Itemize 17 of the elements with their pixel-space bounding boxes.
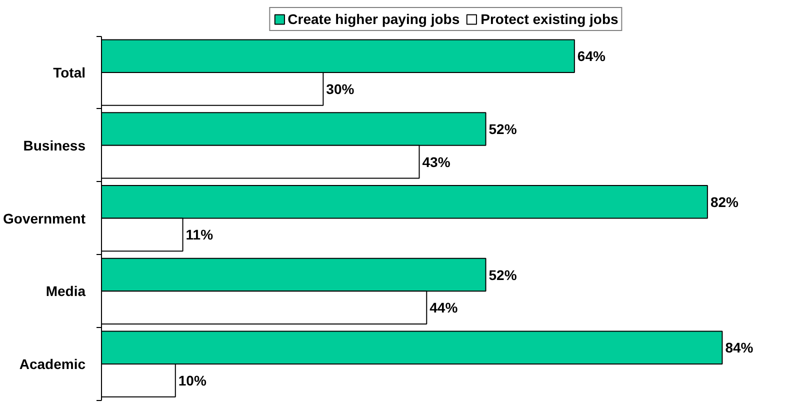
data-label: 52%: [488, 266, 518, 283]
y-tick-label: Media: [46, 283, 86, 300]
data-label: 43%: [422, 154, 451, 170]
data-label: 84%: [725, 340, 754, 356]
data-label: 52%: [488, 121, 518, 138]
y-tick-label: Total: [53, 64, 86, 81]
y-tick-label: Business: [23, 137, 86, 154]
legend-label: Create higher paying jobs: [288, 11, 460, 27]
data-label: 10%: [178, 372, 207, 388]
data-label: 64%: [577, 48, 606, 64]
data-label: 82%: [710, 194, 740, 210]
data-label: 30%: [326, 80, 355, 97]
data-label: 44%: [430, 300, 458, 316]
y-tick-label: Government: [3, 210, 86, 226]
legend-label: Protect existing jobs: [480, 11, 618, 27]
y-tick-label: Academic: [19, 356, 86, 372]
data-label: 11%: [186, 226, 214, 243]
